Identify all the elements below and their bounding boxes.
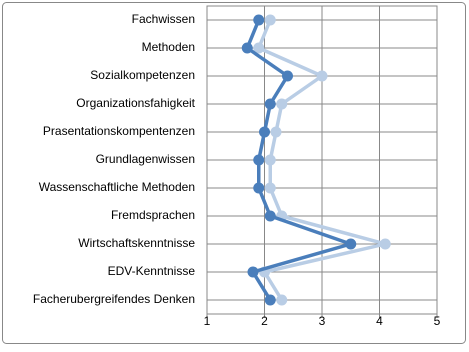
series-marker — [253, 42, 265, 54]
y-tick-label: Grundlagenwissen — [96, 152, 195, 166]
series-marker — [345, 238, 357, 250]
series-marker — [253, 154, 265, 166]
series-marker — [264, 98, 276, 110]
y-tick-label: Fachwissen — [132, 12, 195, 26]
x-tick-label: 2 — [261, 314, 268, 328]
x-tick-label: 3 — [319, 314, 326, 328]
y-tick-label: Organizationsfahigkeit — [76, 96, 195, 110]
y-tick-label: Sozialkompetenzen — [90, 68, 195, 82]
series-marker — [247, 266, 259, 278]
series-marker — [282, 70, 293, 82]
series-marker — [270, 126, 282, 138]
series-marker — [259, 126, 270, 138]
series-marker — [379, 238, 391, 250]
series-marker — [264, 294, 276, 306]
series-marker — [264, 14, 276, 26]
x-tick-label: 5 — [434, 314, 441, 328]
y-tick-label: Wassenschaftliche Methoden — [39, 180, 195, 194]
y-tick-label: Facherubergreifendes Denken — [33, 292, 195, 306]
series-marker — [264, 182, 276, 194]
series-marker — [264, 210, 276, 222]
series-marker — [253, 182, 265, 194]
x-tick-label: 4 — [376, 314, 383, 328]
y-tick-label: Methoden — [142, 40, 195, 54]
series-marker — [276, 294, 288, 306]
series-marker — [316, 70, 328, 82]
y-tick-label: EDV-Kenntnisse — [108, 264, 196, 278]
series-marker — [241, 42, 253, 54]
series-marker — [276, 98, 288, 110]
y-tick-label: Prasentationskompentenzen — [43, 124, 195, 138]
y-tick-label: Wirtschaftskenntnisse — [78, 236, 195, 250]
series-marker — [264, 154, 276, 166]
y-tick-label: Fremdsprachen — [111, 208, 195, 222]
x-tick-label: 1 — [204, 314, 211, 328]
series-marker — [253, 14, 265, 26]
